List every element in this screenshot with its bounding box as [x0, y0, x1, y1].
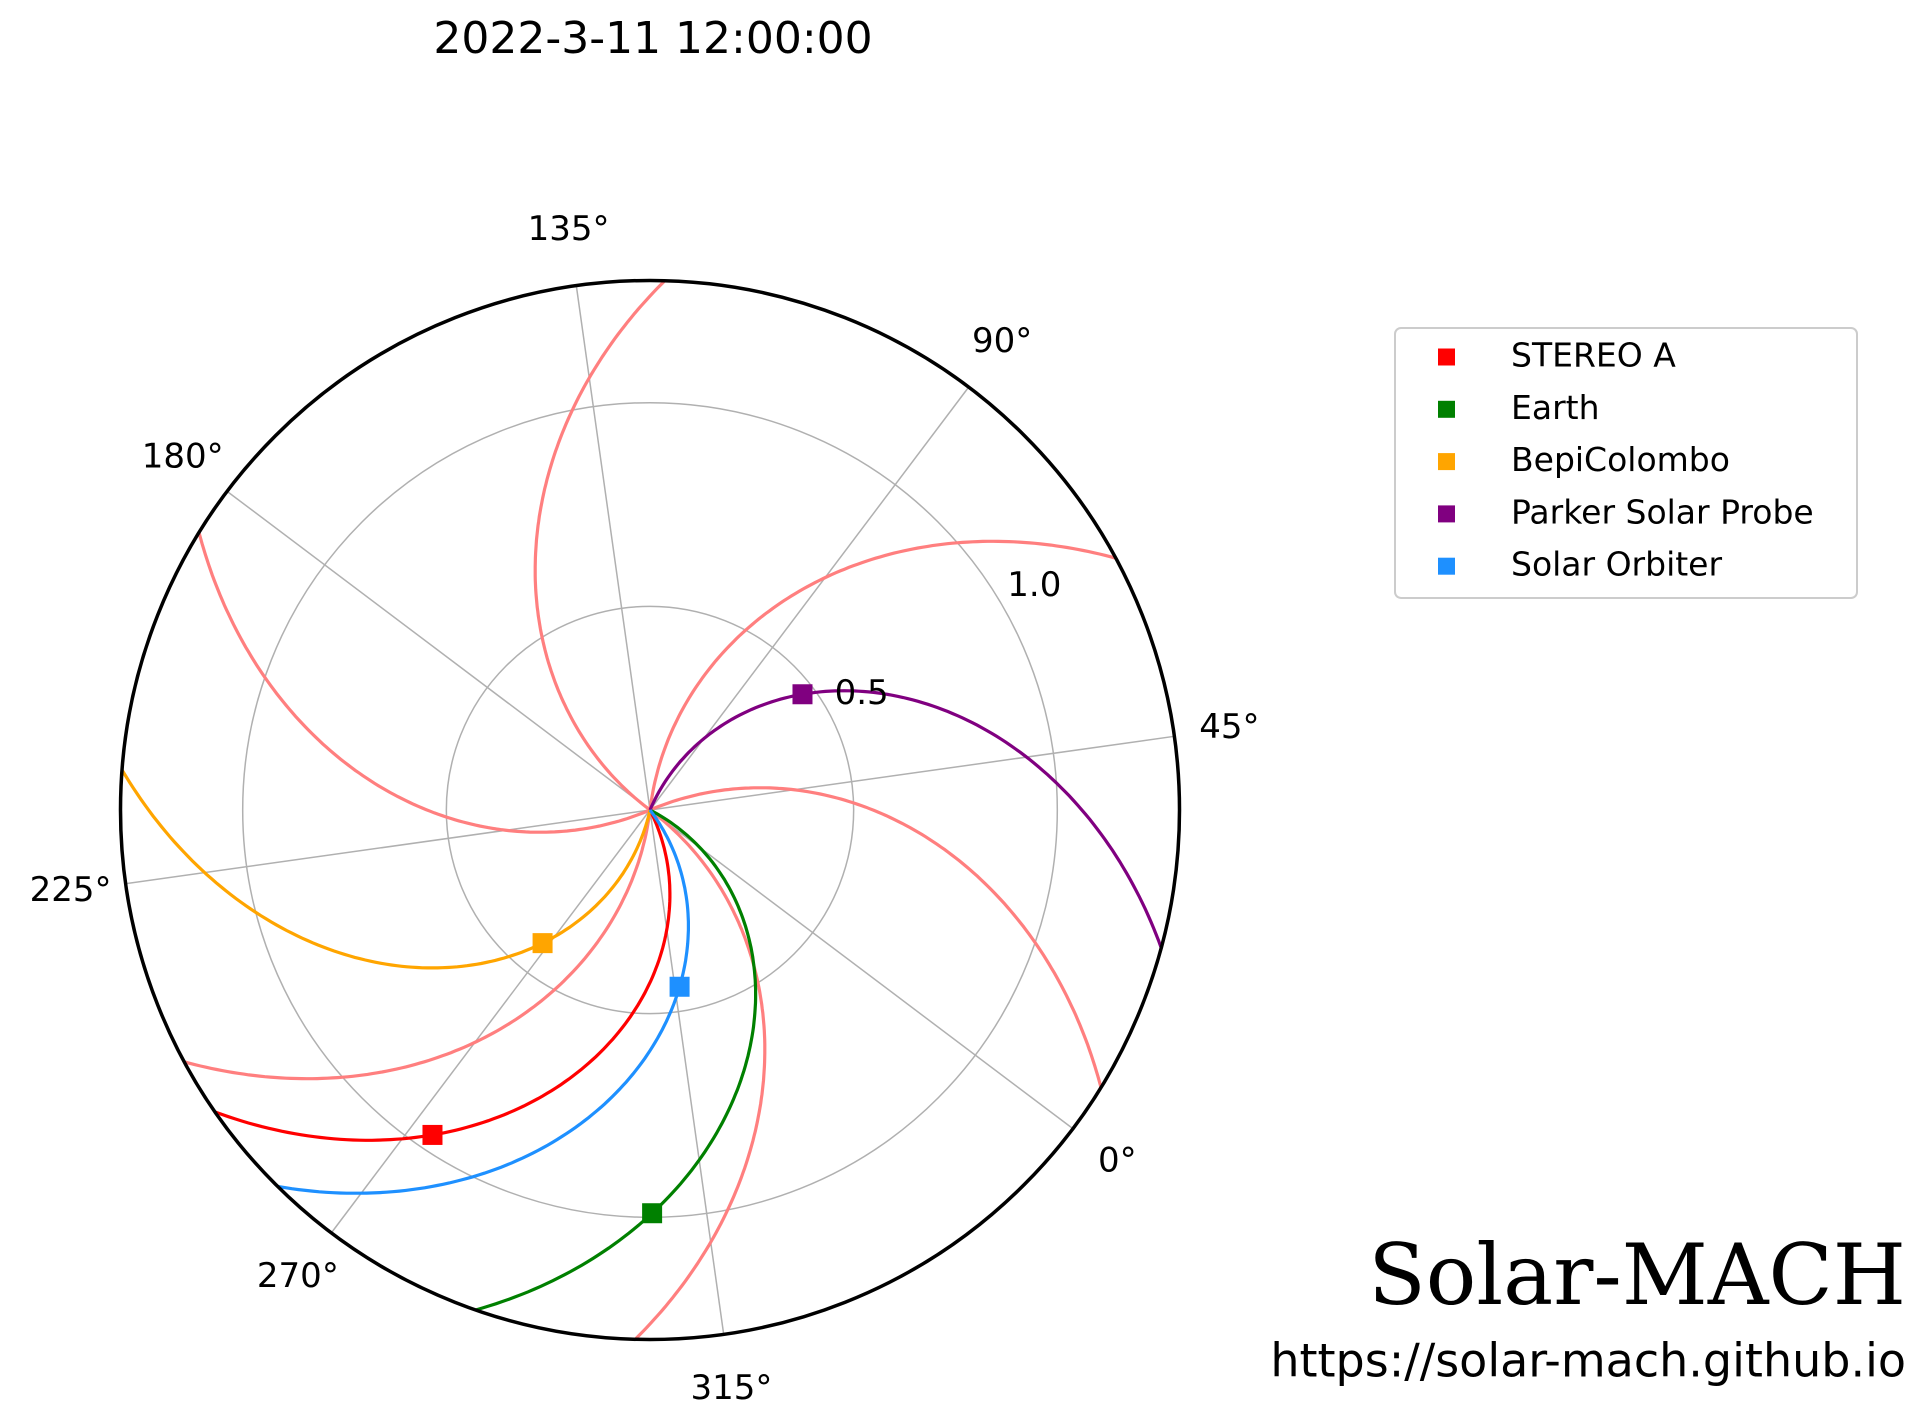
spiral: [648, 689, 1163, 949]
url: https://solar-mach.github.io: [1270, 1334, 1906, 1388]
theta-tick-label: 225°: [30, 870, 112, 910]
legend-box: [1394, 327, 1858, 599]
grid-line: [125, 809, 651, 885]
grid-line: [649, 809, 725, 1335]
body-marker: [532, 933, 553, 954]
legend-marker: [1438, 348, 1455, 366]
theta-tick-label: 135°: [528, 209, 610, 249]
theta-tick-label: 45°: [1199, 707, 1259, 747]
spiral: [648, 539, 1117, 811]
legend-label: Parker Solar Probe: [1511, 492, 1814, 531]
theta-tick-label: 0°: [1098, 1141, 1137, 1181]
grid-line: [649, 809, 1074, 1130]
r-tick-label: 0.5: [835, 673, 889, 713]
legend-marker: [1438, 453, 1455, 471]
grid-circle: [445, 605, 855, 1015]
body-marker: [792, 684, 813, 705]
spiral: [214, 809, 672, 1142]
theta-tick-label: 315°: [690, 1368, 772, 1408]
brand: Solar-MACH: [1368, 1226, 1906, 1324]
chart-title: 2022-3-11 12:00:00: [433, 13, 872, 64]
legend-label: STEREO A: [1511, 336, 1676, 375]
spiral: [475, 808, 758, 1312]
legend-label: BepiColombo: [1511, 440, 1730, 479]
theta-tick-label: 180°: [142, 436, 224, 476]
legend-marker: [1438, 400, 1455, 418]
spiral: [277, 809, 690, 1195]
grid-line: [649, 386, 970, 811]
theta-tick-label: 270°: [257, 1256, 339, 1296]
grid-line: [226, 490, 651, 811]
spiral: [649, 786, 1103, 1088]
body-marker: [642, 1203, 663, 1224]
spiral: [197, 532, 651, 834]
legend-marker: [1438, 557, 1455, 575]
grid-line: [575, 285, 651, 811]
body-marker: [422, 1124, 443, 1145]
theta-tick-label: 90°: [972, 321, 1032, 361]
polar-plot: 0° 45° 90° 135° 180° 225° 270° 315° 0.5 1.0: [30, 209, 1260, 1408]
grid-line: [649, 735, 1175, 811]
body-marker: [669, 976, 690, 997]
legend: STEREO A Earth BepiColombo Parker Solar Pro…: [1438, 336, 1814, 584]
r-tick-label: 1.0: [1007, 565, 1061, 605]
legend-marker: [1438, 505, 1455, 523]
spiral: [634, 808, 767, 1341]
spiral: [120, 769, 652, 970]
grid-line: [330, 809, 651, 1234]
spiral: [533, 279, 666, 812]
polar-frame: [118, 278, 1182, 1342]
legend-label: Solar Orbiter: [1511, 545, 1722, 584]
legend-label: Earth: [1511, 388, 1600, 427]
spiral: [183, 809, 652, 1081]
